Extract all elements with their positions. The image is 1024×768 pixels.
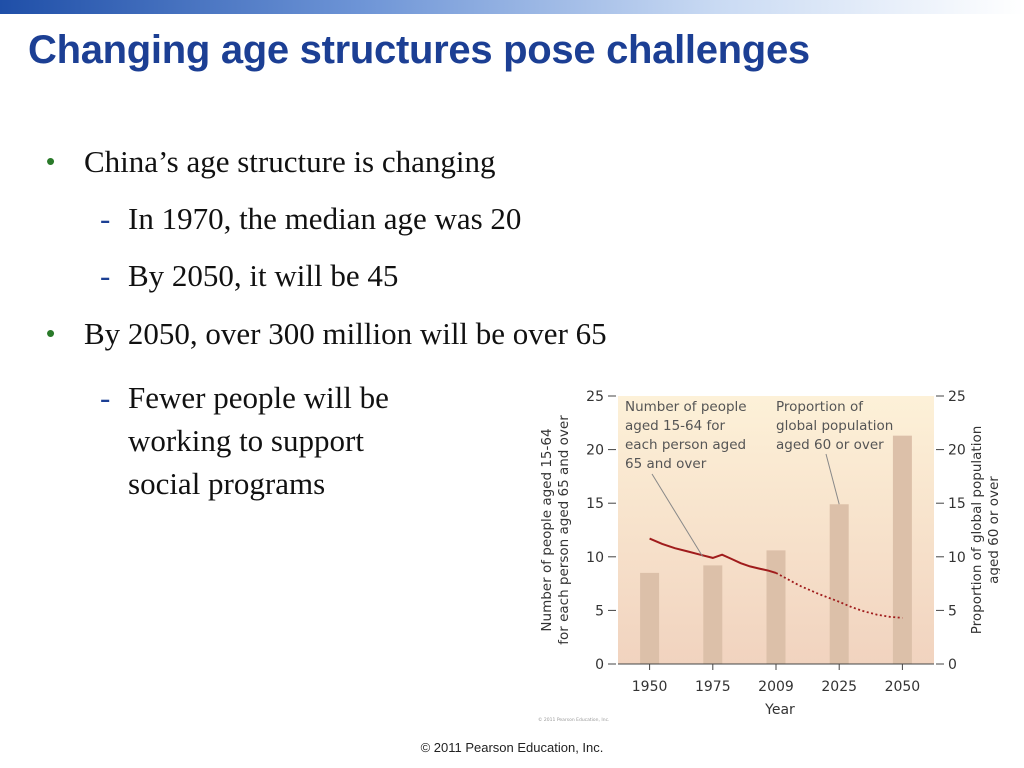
label-line: Proportion of global population (969, 426, 985, 635)
y-tick-label-left: 5 (595, 603, 604, 619)
sub-bullet-line: social programs (128, 466, 326, 501)
sub-bullet-item: - Fewer people will be working to suppor… (100, 376, 389, 505)
bar (703, 565, 723, 664)
label-line: each person aged (625, 437, 746, 453)
bullet-item: • China’s age structure is changing (46, 144, 496, 179)
sub-bullet-text: In 1970, the median age was 20 (128, 201, 522, 236)
bar (892, 435, 912, 664)
title-bar-gradient (0, 0, 1024, 14)
y-tick-label-right: 0 (948, 657, 957, 673)
dash-icon: - (100, 258, 111, 293)
x-tick-label: 2009 (758, 679, 794, 695)
y-axis-right-label: Proportion of global populationaged 60 o… (969, 426, 1000, 635)
bar (640, 572, 660, 664)
series-line (649, 537, 777, 574)
y-tick-label-left: 10 (586, 550, 604, 566)
sub-bullet-text: By 2050, it will be 45 (128, 258, 399, 293)
sub-bullet-item: - In 1970, the median age was 20 (100, 201, 522, 236)
bullet-text: By 2050, over 300 million will be over 6… (84, 316, 607, 351)
footer-copyright: © 2011 Pearson Education, Inc. (420, 740, 604, 755)
x-tick-label: 2050 (885, 679, 921, 695)
sub-bullet-line: Fewer people will be (128, 380, 389, 415)
slide-title: Changing age structures pose challenges (28, 28, 810, 72)
y-tick-label-right: 25 (948, 389, 966, 405)
annotation-label: Proportion of global population aged 60 or… (776, 399, 893, 453)
label-line: aged 60 or over (776, 437, 884, 453)
x-tick-label: 1975 (695, 679, 731, 695)
x-tick-label: 2025 (821, 679, 857, 695)
sub-bullet-line: working to support (128, 423, 364, 458)
sub-bullet-item: - By 2050, it will be 45 (100, 258, 399, 293)
y-tick-label-right: 10 (948, 550, 966, 566)
annotation-leader-line (651, 473, 704, 557)
x-tick-label: 1950 (632, 679, 668, 695)
label-line: global population (776, 418, 893, 434)
x-axis-label: Year (764, 702, 795, 718)
label-line: 65 and over (625, 456, 707, 472)
label-line: aged 60 or over (986, 476, 1000, 584)
bar (829, 504, 849, 664)
y-tick-label-left: 20 (586, 443, 604, 459)
y-tick-label-left: 15 (586, 496, 604, 512)
bullet-dot-icon: • (46, 318, 56, 348)
dash-icon: - (100, 380, 111, 415)
label-line: for each person aged 65 and over (556, 415, 572, 645)
y-tick-label-right: 5 (948, 603, 957, 619)
label-line: aged 15-64 for (625, 418, 726, 434)
bullet-text: China’s age structure is changing (84, 144, 496, 179)
label-line: Proportion of (776, 399, 864, 415)
bullet-item: • By 2050, over 300 million will be over… (46, 316, 607, 351)
series-line (775, 572, 903, 619)
bar (766, 550, 786, 664)
y-tick-label-right: 20 (948, 443, 966, 459)
label-line: Number of people (625, 399, 747, 415)
label-line: Number of people aged 15-64 (539, 428, 555, 631)
y-tick-label-right: 15 (948, 496, 966, 512)
dash-icon: - (100, 201, 111, 236)
y-axis-left-label: Number of people aged 15-64for each pers… (539, 415, 572, 645)
annotation-leader-line (825, 453, 840, 505)
y-tick-label-left: 0 (595, 657, 604, 673)
chart-credit: © 2011 Pearson Education, Inc. (538, 716, 609, 723)
y-tick-label-left: 25 (586, 389, 604, 405)
bullet-dot-icon: • (46, 146, 56, 176)
annotation-label: Number of people aged 15-64 for each perso… (625, 399, 747, 472)
